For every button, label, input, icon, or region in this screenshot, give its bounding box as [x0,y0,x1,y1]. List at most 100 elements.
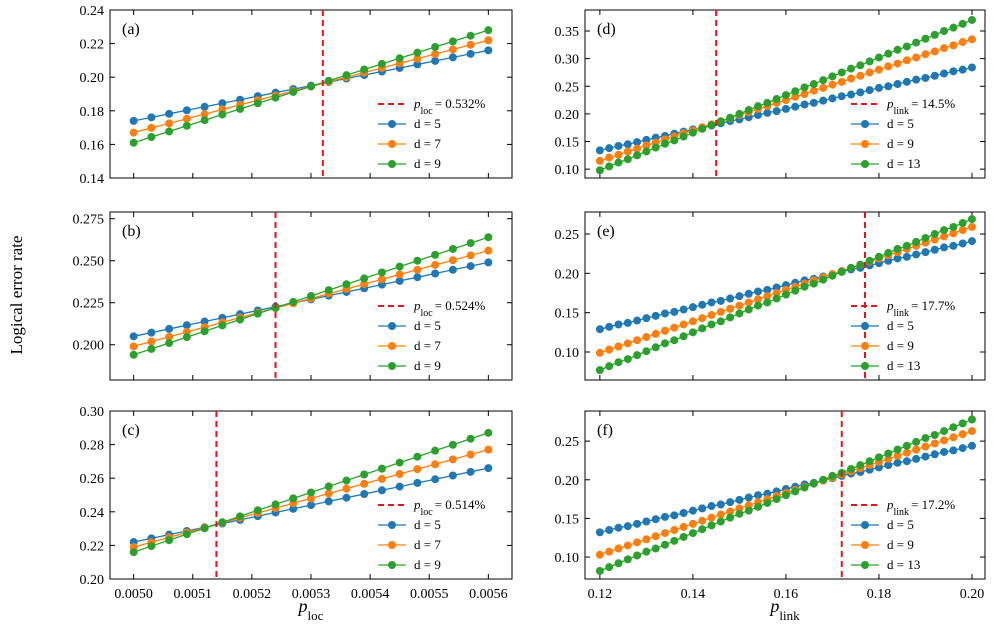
data-point [967,441,976,450]
data-point [623,522,632,531]
data-point [289,297,298,306]
data-point [236,512,245,521]
data-point [614,158,623,167]
data-point [949,41,958,50]
legend-threshold-label: ploc = 0.532% [413,96,486,117]
data-point [377,59,386,68]
data-point [791,92,800,101]
legend-marker [861,362,869,370]
data-point [893,458,902,467]
data-point [147,328,156,337]
legend-marker [861,120,869,128]
legend-label: d = 9 [414,358,441,373]
legend-label: d = 13 [887,358,920,373]
data-point [289,87,298,96]
data-point [642,347,651,356]
data-point [716,117,725,126]
data-point [884,62,893,71]
data-point [949,229,958,238]
data-point [735,301,744,310]
data-point [893,59,902,68]
axes-frame [109,9,513,179]
threshold-symbol: p [886,497,894,512]
data-point [772,495,781,504]
x-tick-label: 0.16 [774,587,799,602]
data-point [200,317,209,326]
threshold-value: = 0.514% [435,497,486,512]
data-point [698,314,707,323]
data-point [307,501,315,510]
data-point [884,248,893,257]
data-point [633,551,642,560]
data-point [884,256,893,265]
data-point [967,215,976,224]
data-point [147,337,156,346]
legend-label: d = 9 [887,136,914,151]
data-point [865,256,874,265]
data-point [940,232,949,241]
legend-marker [388,322,396,330]
data-point [129,116,138,125]
data-point [342,280,351,289]
data-point [949,446,958,455]
data-point [670,511,679,520]
data-point [651,143,660,152]
data-point [182,121,191,130]
threshold-subscript: link [894,308,910,319]
data-point [253,99,262,108]
data-point [129,548,138,557]
data-point [466,251,475,260]
data-point [595,325,604,334]
y-tick-label: 0.15 [555,136,580,151]
data-point [679,132,688,141]
data-point [484,445,493,454]
data-point [716,296,725,305]
data-point [865,57,874,66]
data-point [921,73,930,82]
y-tick-label: 0.24 [80,506,105,521]
y-tick-label: 0.20 [555,108,580,123]
data-point [236,315,245,324]
data-point [661,540,669,549]
data-point [949,241,958,250]
y-tick-label: 0.10 [555,346,580,361]
data-point [605,162,614,171]
data-point [129,128,138,137]
data-point [307,82,315,91]
y-tick-label: 0.24 [80,4,105,19]
data-point [360,489,369,498]
data-point [698,300,707,309]
data-point [874,453,883,462]
y-tick-label: 0.15 [555,512,580,527]
data-point [614,141,623,150]
x-tick-label: 0.0052 [233,587,272,602]
data-point [129,350,138,359]
data-point [431,50,440,59]
threshold-subscript: link [894,507,910,518]
data-point [884,82,893,91]
data-point [949,67,958,76]
data-point [182,114,191,123]
data-point [772,289,781,298]
data-point [642,314,651,323]
legend-marker [861,342,869,350]
data-point [342,484,351,493]
data-point [930,450,939,459]
data-point [324,482,333,491]
data-point [218,99,227,108]
data-point [921,248,930,257]
y-tick-label: 0.30 [555,53,580,68]
data-point [940,69,949,78]
legend-marker [861,541,869,549]
legend-threshold-label: plink = 17.7% [886,298,955,319]
data-point [614,523,623,532]
data-point [679,509,688,518]
data-point [707,521,716,530]
data-point [940,436,949,445]
data-point [874,53,883,62]
data-point [716,517,725,526]
data-point [651,329,660,338]
data-point [360,280,369,289]
data-point [484,233,493,242]
data-point [893,445,902,454]
